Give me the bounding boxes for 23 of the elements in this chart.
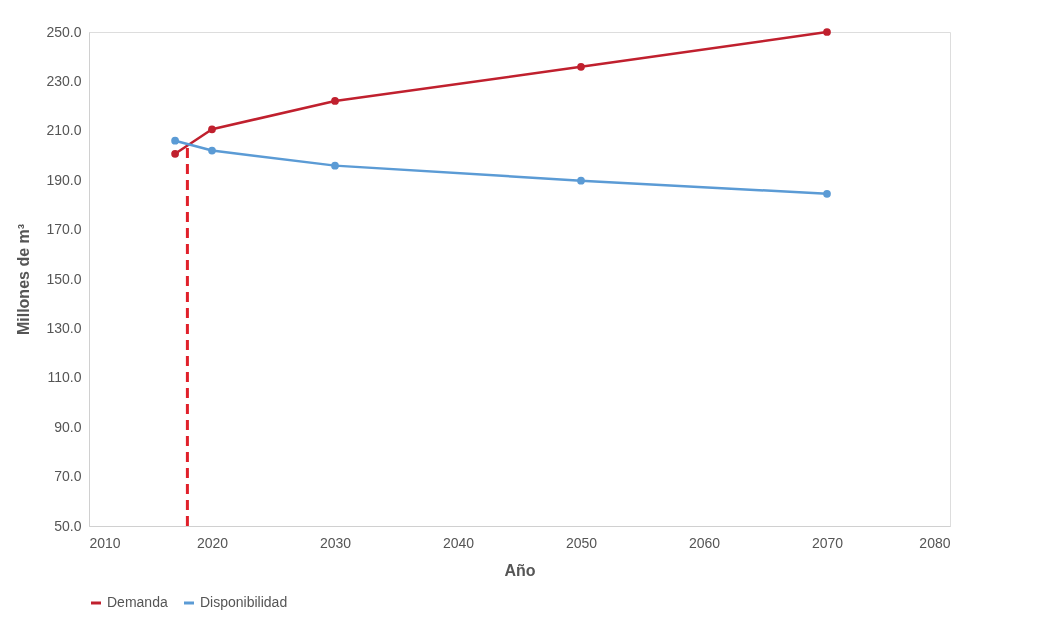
x-tick-label: 2080 <box>919 534 951 551</box>
x-tick-label: 2060 <box>688 534 721 551</box>
y-axis-title: Millones de m³ <box>15 223 33 336</box>
x-tick-label: 2040 <box>442 534 475 551</box>
y-tick-label: 170.0 <box>46 221 82 238</box>
x-axis-title: Año <box>504 561 536 579</box>
y-tick-label: 110.0 <box>47 369 82 386</box>
x-tick-label: 2030 <box>319 534 352 551</box>
y-tick-label: 190.0 <box>46 171 82 188</box>
legend-label: Disponibilidad <box>200 594 288 610</box>
legend-label: Demanda <box>107 594 168 610</box>
y-tick-label: 50.0 <box>54 517 82 534</box>
y-tick-label: 250.0 <box>46 23 82 40</box>
y-tick-label: 70.0 <box>54 468 82 485</box>
y-tick-label: 90.0 <box>54 418 82 435</box>
y-tick-label: 210.0 <box>46 122 82 139</box>
y-tick-label: 150.0 <box>46 270 82 287</box>
x-tick-label: 2070 <box>811 534 844 551</box>
y-tick-label: 230.0 <box>46 72 82 89</box>
x-tick-label: 2050 <box>565 534 598 551</box>
x-tick-label: 2010 <box>89 534 121 551</box>
x-tick-label: 2020 <box>196 534 229 551</box>
y-tick-label: 130.0 <box>46 319 82 336</box>
